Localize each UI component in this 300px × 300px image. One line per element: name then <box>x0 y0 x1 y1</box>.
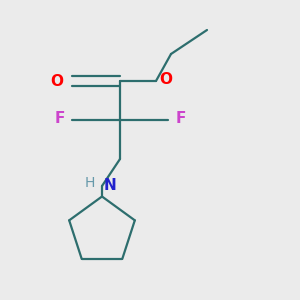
Text: O: O <box>159 72 172 87</box>
Text: O: O <box>50 74 63 88</box>
Text: F: F <box>176 111 186 126</box>
Text: H: H <box>84 176 94 190</box>
Text: N: N <box>103 178 116 194</box>
Text: F: F <box>54 111 64 126</box>
